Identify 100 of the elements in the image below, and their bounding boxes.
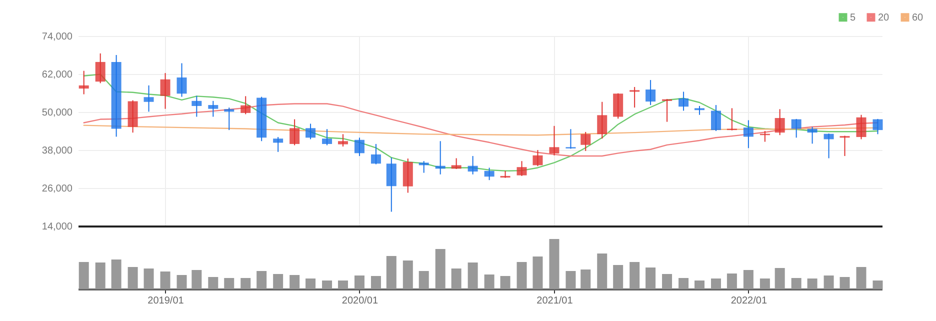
candlestick: [451, 158, 462, 170]
candlestick: [597, 101, 608, 140]
candlestick: [613, 92, 624, 120]
candlestick: [710, 104, 721, 132]
candlestick: [208, 100, 218, 118]
legend-label: 5: [850, 12, 856, 24]
bar: [435, 249, 446, 289]
bar: [566, 271, 576, 289]
bar: [791, 278, 802, 289]
candlestick: [306, 123, 316, 140]
bar: [176, 275, 187, 289]
bar: [580, 270, 591, 289]
bar: [807, 278, 818, 289]
bar: [224, 278, 234, 289]
candlestick: [856, 114, 866, 140]
bar: [678, 278, 689, 289]
candlestick: [338, 134, 348, 148]
bar: [532, 256, 543, 289]
candlestick: [240, 96, 251, 115]
bar: [516, 262, 527, 289]
candlestick: [662, 98, 672, 122]
bar: [273, 274, 284, 289]
candlestick: [273, 136, 284, 152]
bar: [95, 262, 106, 289]
bar: [208, 277, 218, 289]
candlestick: [78, 70, 89, 95]
candlestick: [144, 84, 154, 112]
bar: [322, 280, 332, 289]
bar: [694, 280, 704, 289]
bar: [597, 254, 608, 289]
bar: [662, 274, 672, 289]
y-tick-label: 14,000: [42, 222, 73, 232]
x-tick-label: 2021/01: [536, 296, 574, 306]
candlestick: [807, 126, 818, 144]
bar: [160, 272, 170, 289]
candlestick: [743, 120, 754, 149]
candlestick: [549, 125, 560, 156]
candlestick: [192, 95, 202, 118]
candlestick: [484, 167, 494, 181]
bar: [549, 239, 560, 289]
y-tick-label: 50,000: [42, 108, 73, 118]
candlestick: [370, 143, 381, 165]
bar: [726, 274, 737, 289]
bar: [128, 267, 138, 289]
bar: [710, 278, 721, 289]
bar: [240, 278, 251, 289]
candlestick: [95, 52, 106, 84]
candlestick: [290, 118, 300, 146]
bar: [468, 262, 478, 289]
bar: [111, 260, 122, 289]
candlestick: [872, 118, 883, 135]
bar: [338, 280, 348, 289]
bar: [484, 274, 494, 289]
bar: [192, 270, 202, 289]
x-tick-label: 2019/01: [148, 296, 184, 306]
y-tick-label: 62,000: [42, 70, 73, 80]
y-tick-label: 38,000: [42, 146, 73, 156]
bar: [760, 278, 770, 289]
bar: [646, 268, 656, 289]
legend-label: 60: [912, 12, 924, 24]
y-tick-label: 74,000: [42, 32, 73, 42]
bar: [290, 275, 300, 289]
candlestick: [516, 160, 527, 176]
candlestick: [468, 156, 478, 175]
bar: [354, 276, 364, 289]
bar: [872, 280, 883, 289]
candlestick: [566, 128, 576, 150]
x-tick-label: 2022/01: [730, 296, 768, 306]
candlestick: [322, 128, 332, 146]
candlestick: [678, 91, 689, 112]
bar: [824, 276, 834, 289]
bar: [743, 270, 754, 289]
candlestick: [774, 108, 785, 136]
bar: [418, 271, 429, 289]
candlestick: [580, 131, 591, 152]
candlestick: [532, 150, 543, 167]
bar: [78, 262, 89, 289]
legend-label: 20: [878, 12, 890, 24]
candlestick: [354, 137, 364, 157]
bar: [306, 278, 316, 289]
bar: [856, 267, 866, 289]
bar: [613, 265, 624, 289]
bar: [144, 268, 154, 289]
bar: [386, 256, 396, 289]
bar: [370, 276, 381, 289]
bar: [256, 271, 267, 289]
bar: [402, 260, 413, 289]
candlestick: [840, 135, 850, 157]
candlestick: [824, 133, 834, 159]
candlestick: [630, 86, 640, 108]
bar: [451, 268, 462, 289]
candlestick: [418, 160, 429, 174]
candlestick: [160, 72, 170, 110]
candlestick: [386, 157, 396, 212]
candlestick: [224, 107, 234, 131]
candlestick: [176, 62, 187, 98]
candlestick: [646, 80, 656, 106]
y-tick-label: 26,000: [42, 184, 73, 194]
bar: [774, 268, 785, 289]
bar: [630, 262, 640, 289]
